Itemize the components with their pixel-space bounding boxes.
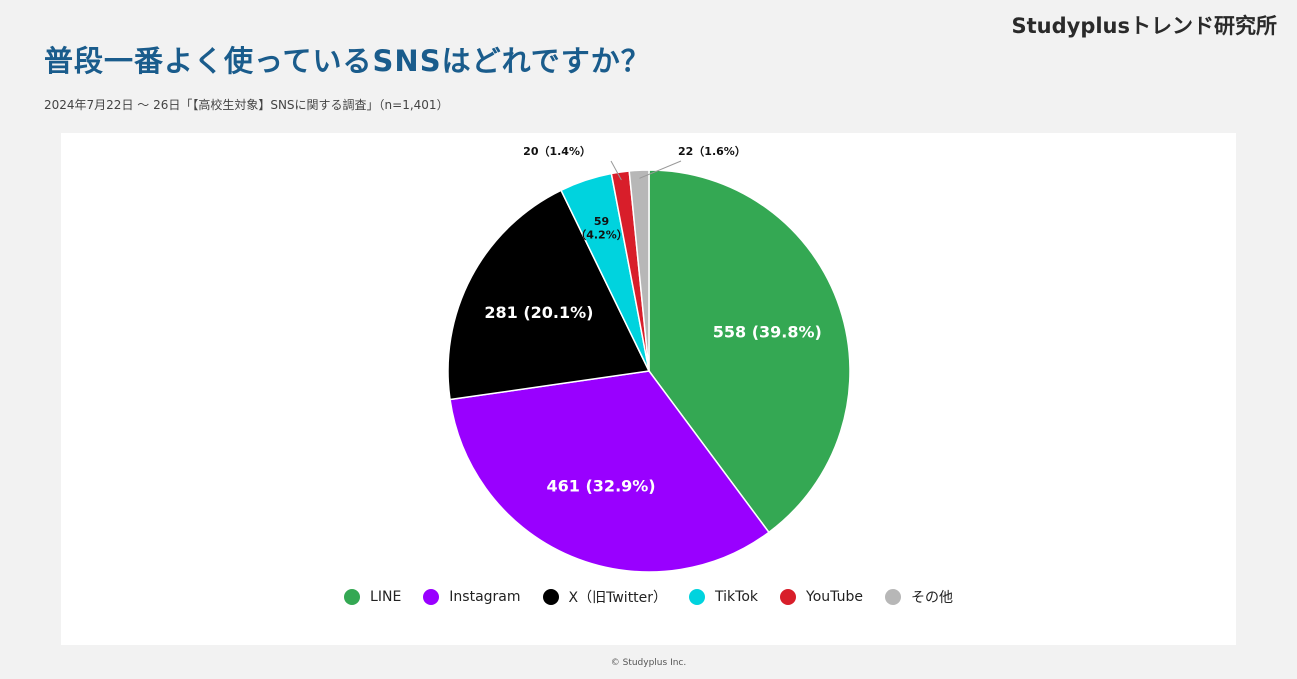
data-label-line-0: 558 (39.8%) <box>713 322 822 341</box>
page-title: 普段一番よく使っているSNSはどれですか？ <box>44 44 651 78</box>
pie-chart: 558 (39.8%) 461 (32.9%) 281 (20.1%) 59 （4.2%… <box>447 145 851 573</box>
pie-slice-other-5 <box>628 169 650 372</box>
legend-swatch <box>780 589 797 605</box>
legend-swatch <box>542 589 559 605</box>
legend-item-youtube-4: YouTube <box>780 587 863 607</box>
legend-label: TikTok <box>715 589 759 605</box>
legend-label: その他 <box>910 590 953 606</box>
chart-panel: 558 (39.8%) 461 (32.9%) 281 (20.1%) 59 （4.2%… <box>61 133 1236 645</box>
copyright-footer: © Studyplus Inc. <box>610 658 687 668</box>
pie-slice-x-twitter-2 <box>447 189 651 401</box>
data-label-tiktok-3: 59 （4.2%） <box>575 215 628 242</box>
legend-label: X（旧Twitter） <box>568 590 668 606</box>
data-label-youtube-4: 20（1.4%） <box>523 145 591 158</box>
legend-item-line-0: LINE <box>344 587 401 607</box>
pie-slice-line-0 <box>648 169 851 534</box>
legend-item-other-5: その他 <box>884 587 953 607</box>
chart-legend: LINE Instagram X（旧Twitter） TikTok YouTube その他 <box>61 587 1236 607</box>
data-label-x-twitter-2: 281 (20.1%) <box>484 303 593 322</box>
brand-logo: Studyplusトレンド研究所 <box>1011 14 1277 38</box>
legend-swatch <box>689 589 706 605</box>
legend-swatch <box>884 589 901 605</box>
legend-swatch <box>344 589 361 605</box>
leader-line-other-5 <box>639 160 682 179</box>
legend-label: YouTube <box>806 589 863 605</box>
pie-slice-instagram-1 <box>449 370 770 573</box>
legend-item-instagram-1: Instagram <box>423 587 521 607</box>
legend-item-tiktok-3: TikTok <box>689 587 758 607</box>
leader-line-youtube-4 <box>610 160 622 181</box>
legend-label: Instagram <box>449 589 521 605</box>
data-label-other-5: 22（1.6%） <box>678 145 746 158</box>
data-label-instagram-1: 461 (32.9%) <box>547 477 656 496</box>
legend-label: LINE <box>370 589 402 605</box>
legend-swatch <box>423 589 440 605</box>
legend-item-x-twitter-2: X（旧Twitter） <box>542 587 668 607</box>
survey-subtitle: 2024年7月22日 〜 26日「【高校生対象】SNSに関する調査」（n=1,4… <box>44 98 449 112</box>
